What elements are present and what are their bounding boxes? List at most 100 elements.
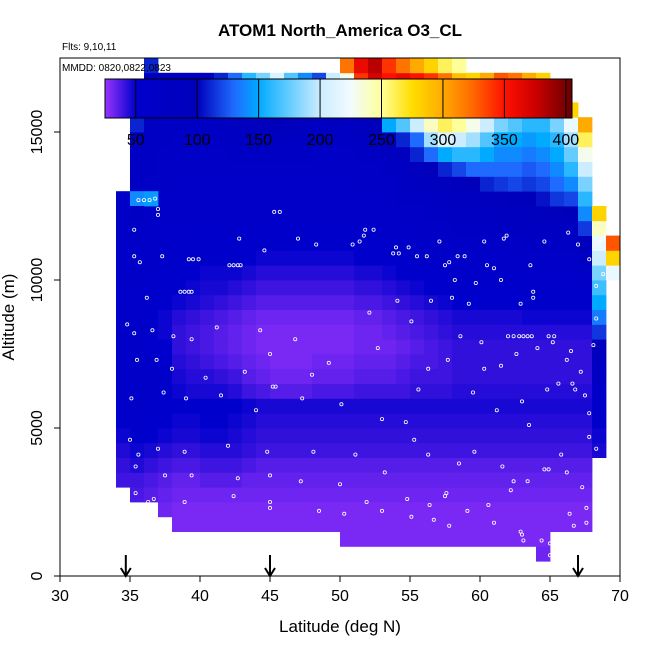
heatmap-cell xyxy=(228,235,243,251)
heatmap-cell xyxy=(536,516,551,532)
heatmap-cell xyxy=(340,531,355,547)
heatmap-cell xyxy=(354,58,369,74)
colorbar-gradient xyxy=(104,78,573,119)
heatmap-cell xyxy=(466,428,481,444)
heatmap-cell xyxy=(368,176,383,192)
heatmap-cell xyxy=(158,457,173,473)
heatmap-cell xyxy=(550,309,565,325)
heatmap-cell xyxy=(214,472,229,488)
heatmap-cell xyxy=(158,472,173,488)
heatmap-cell xyxy=(564,161,579,177)
heatmap-cell xyxy=(172,309,187,325)
sample-point xyxy=(183,396,188,401)
heatmap-cell xyxy=(424,206,439,222)
heatmap-cell xyxy=(242,191,257,207)
sample-point xyxy=(189,337,194,342)
heatmap-cell xyxy=(368,502,383,518)
heatmap-cell xyxy=(228,428,243,444)
heatmap-cell xyxy=(284,176,299,192)
heatmap-cell xyxy=(424,146,439,162)
x-tick-label: 35 xyxy=(121,588,139,605)
sample-point xyxy=(550,340,555,345)
heatmap-cell xyxy=(242,442,257,458)
heatmap-cell xyxy=(368,368,383,384)
heatmap-cell xyxy=(452,191,467,207)
heatmap-cell xyxy=(270,368,285,384)
heatmap-cell xyxy=(172,294,187,310)
heatmap-cell xyxy=(564,309,579,325)
heatmap-cell xyxy=(228,339,243,355)
heatmap-cell xyxy=(200,457,215,473)
sample-point xyxy=(520,532,525,537)
sample-point xyxy=(353,452,358,457)
heatmap-cell xyxy=(424,398,439,414)
heatmap-cell xyxy=(312,280,327,296)
sample-point xyxy=(428,298,433,303)
heatmap-cell xyxy=(242,324,257,340)
heatmap-cell xyxy=(396,250,411,266)
heatmap-cell xyxy=(480,487,495,503)
heatmap-cell xyxy=(130,457,145,473)
heatmap-cell xyxy=(550,516,565,532)
heatmap-cell xyxy=(592,324,607,340)
heatmap-cell xyxy=(200,280,215,296)
heatmap-cell xyxy=(382,117,397,133)
heatmap-cell xyxy=(452,516,467,532)
heatmap-cell xyxy=(340,383,355,399)
heatmap-cell xyxy=(522,176,537,192)
heatmap-cell xyxy=(536,472,551,488)
heatmap-cell xyxy=(270,235,285,251)
heatmap-cell xyxy=(592,206,607,222)
heatmap-cell xyxy=(256,428,271,444)
sample-point xyxy=(225,443,230,448)
flights-label: Flts: 9,10,11 xyxy=(62,42,117,53)
heatmap-cell xyxy=(550,176,565,192)
heatmap-cell xyxy=(242,354,257,370)
heatmap-cell xyxy=(172,442,187,458)
heatmap-cell xyxy=(410,472,425,488)
heatmap-cell xyxy=(116,457,131,473)
sample-point xyxy=(550,547,555,552)
heatmap-cell xyxy=(592,413,607,429)
heatmap-cell xyxy=(130,309,145,325)
heatmap-cell xyxy=(466,324,481,340)
heatmap-cell xyxy=(424,220,439,236)
heatmap-cell xyxy=(578,176,593,192)
heatmap-cell xyxy=(200,428,215,444)
heatmap-cell xyxy=(564,457,579,473)
heatmap-cell xyxy=(158,220,173,236)
heatmap-cell xyxy=(466,531,481,547)
heatmap-cell xyxy=(396,457,411,473)
heatmap-cell xyxy=(116,472,131,488)
heatmap-cell xyxy=(564,354,579,370)
heatmap-cell xyxy=(452,368,467,384)
heatmap-cell xyxy=(410,132,425,148)
heatmap-cell xyxy=(158,502,173,518)
heatmap-cell xyxy=(424,354,439,370)
heatmap-cell xyxy=(368,442,383,458)
heatmap-cell xyxy=(270,516,285,532)
heatmap-cell xyxy=(536,531,551,547)
sample-point xyxy=(272,209,277,214)
heatmap-cell xyxy=(214,220,229,236)
heatmap-cell xyxy=(578,265,593,281)
heatmap-cell xyxy=(354,516,369,532)
heatmap-cell xyxy=(494,250,509,266)
heatmap-cell xyxy=(144,324,159,340)
heatmap-cell xyxy=(522,235,537,251)
heatmap-cell xyxy=(382,368,397,384)
heatmap-cell xyxy=(228,457,243,473)
heatmap-cell xyxy=(130,368,145,384)
heatmap-cell xyxy=(466,280,481,296)
heatmap-cell xyxy=(256,457,271,473)
heatmap-cell xyxy=(200,398,215,414)
sample-point xyxy=(529,334,534,339)
heatmap-cell xyxy=(354,280,369,296)
heatmap-cell xyxy=(326,280,341,296)
sample-point xyxy=(258,328,263,333)
sample-point xyxy=(132,331,137,336)
heatmap-cell xyxy=(354,368,369,384)
sample-point xyxy=(231,494,236,499)
heatmap-cell xyxy=(200,472,215,488)
heatmap-cell xyxy=(256,191,271,207)
